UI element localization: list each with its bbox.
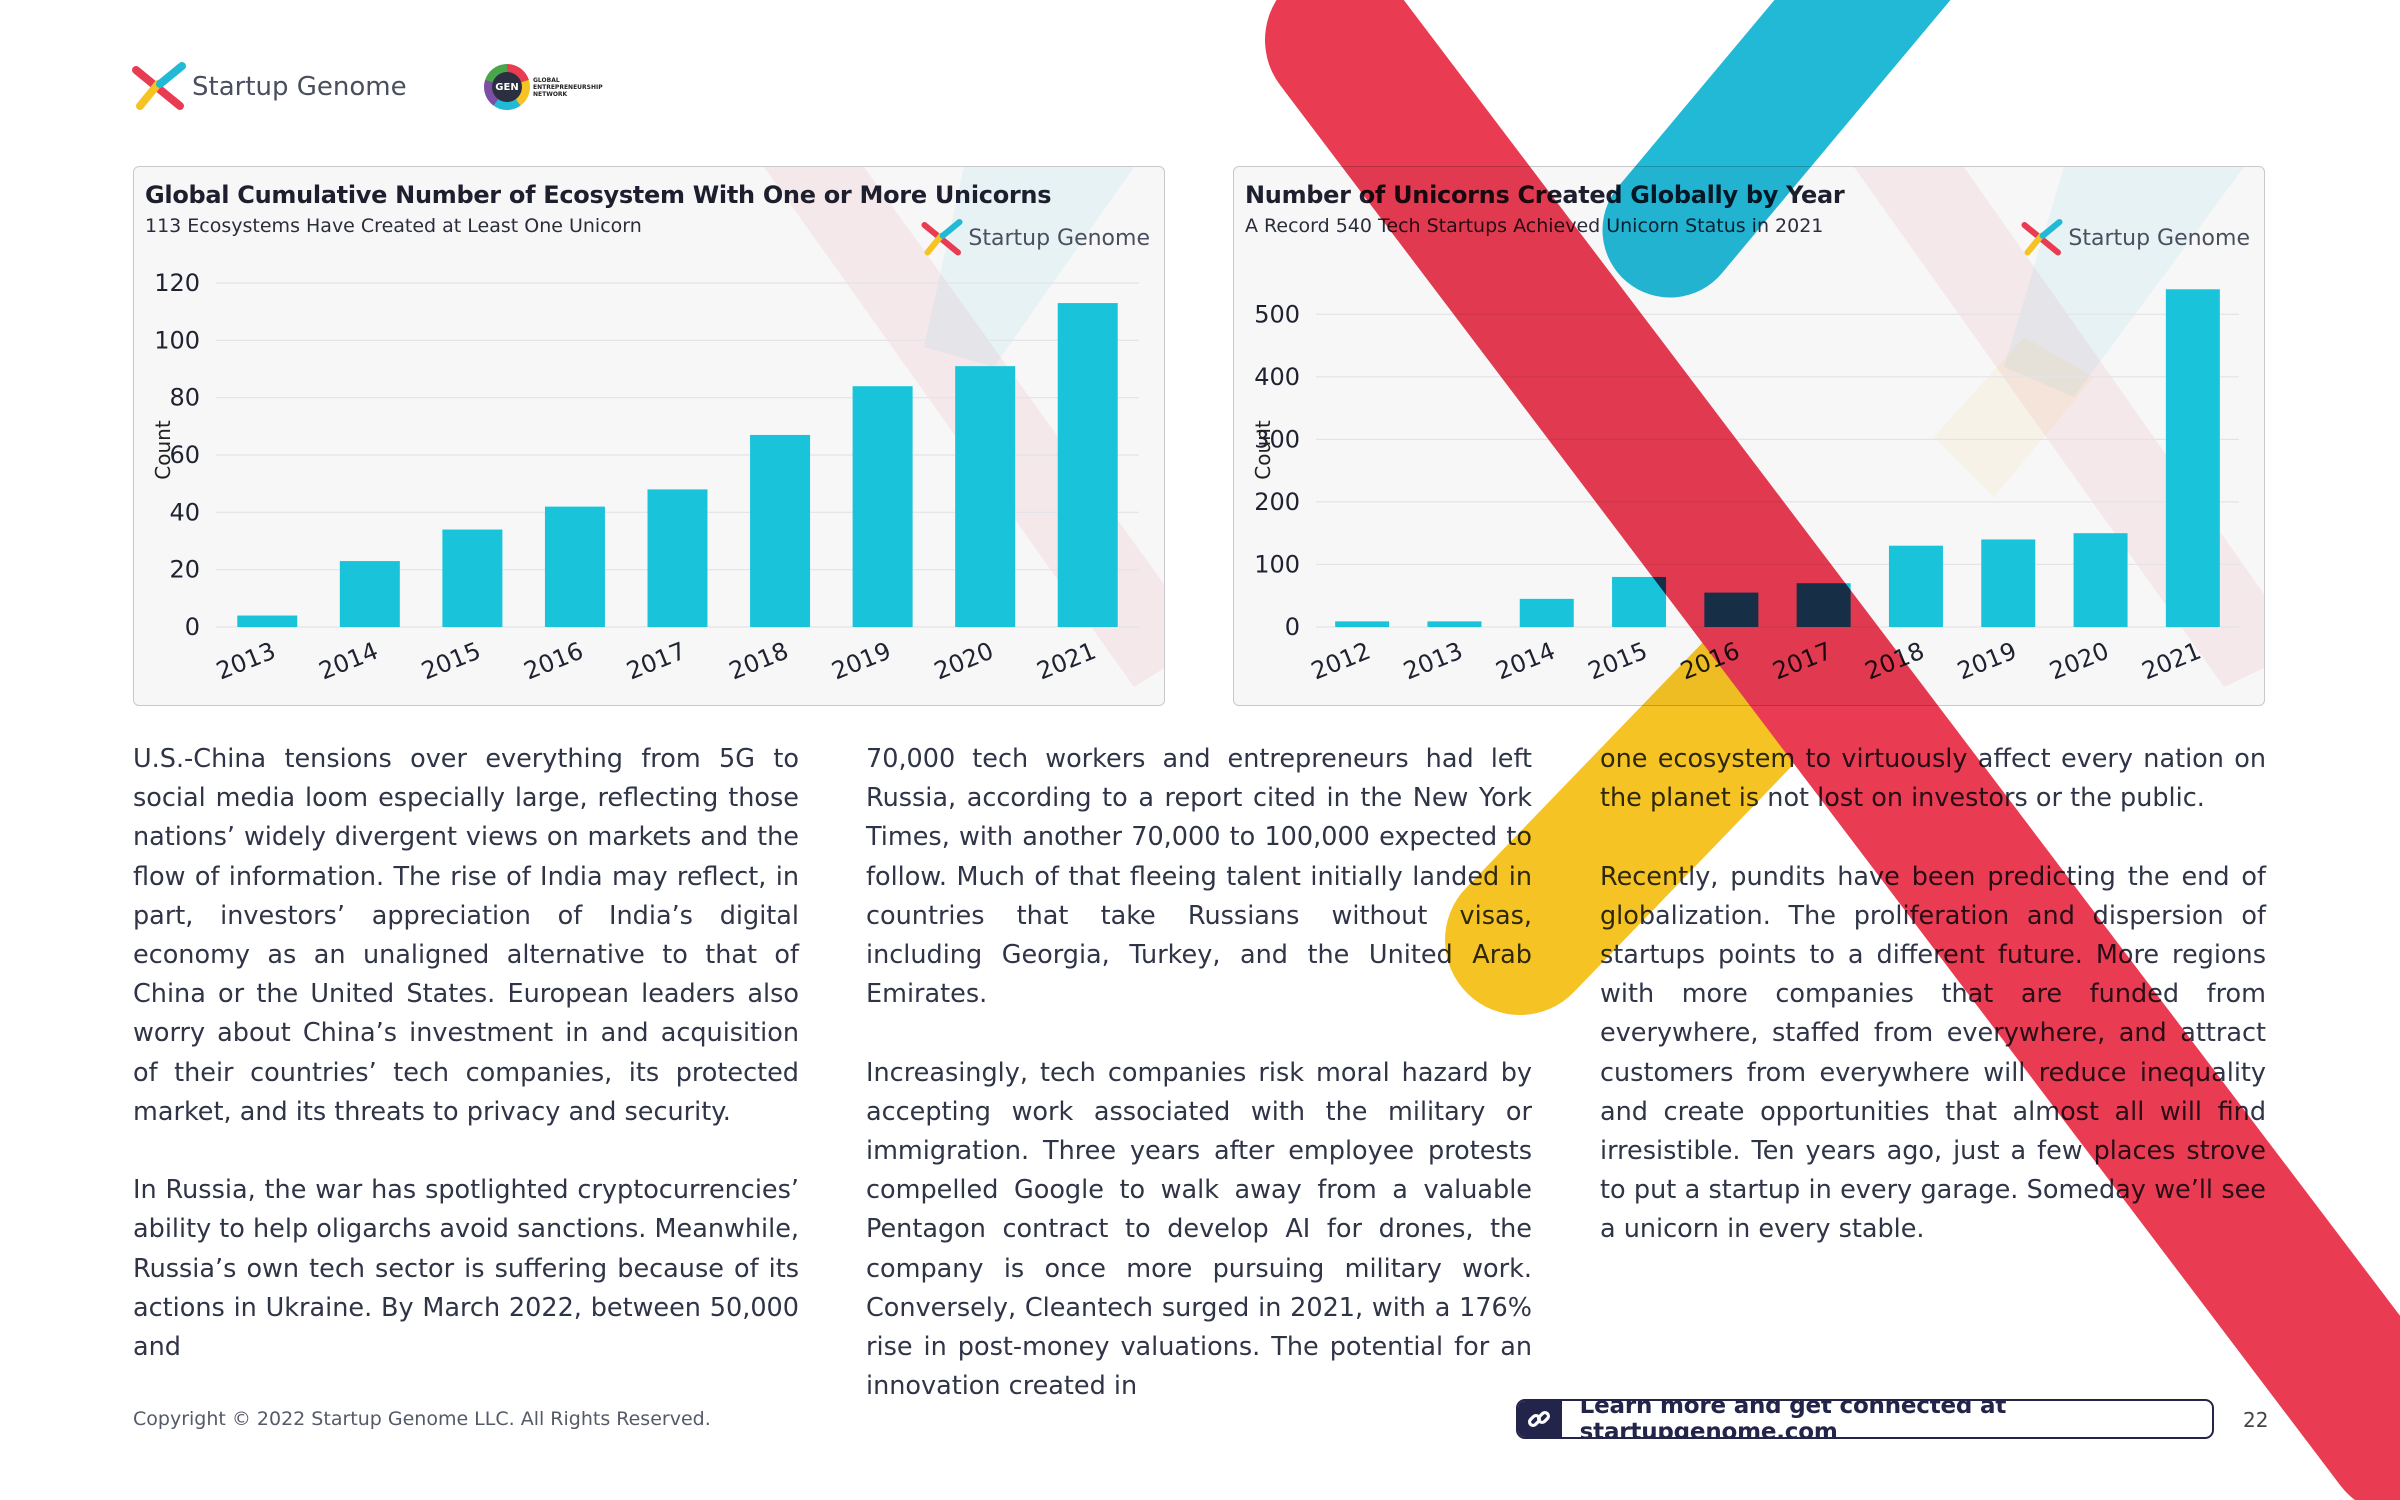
bar-2015: [1612, 576, 1667, 627]
paragraph: Recently, pundits have been predicting t…: [1600, 861, 2266, 1245]
sg-x-mark-icon: [132, 62, 186, 110]
x-tick-label: 2014: [315, 637, 382, 686]
bar-2018: [1888, 545, 1943, 627]
paragraph: 70,000 tech workers and entrepreneurs ha…: [866, 744, 1532, 1010]
y-tick-label: 40: [169, 498, 200, 526]
x-tick-label: 2016: [520, 637, 587, 686]
y-tick-label: 500: [1254, 300, 1300, 328]
chart-subtitle: A Record 540 Tech Startups Achieved Unic…: [1245, 215, 1824, 237]
startup-genome-logo: Startup Genome: [130, 62, 407, 112]
x-tick-label: 2013: [1400, 637, 1467, 686]
sg-x-mark-icon: [2021, 219, 2063, 256]
bar-2015: [442, 529, 503, 627]
sg-x-mark-icon: [921, 219, 963, 256]
page-number: 22: [2243, 1408, 2269, 1432]
x-tick-label: 2013: [212, 637, 279, 686]
x-tick-label: 2019: [1953, 637, 2020, 686]
gen-mark: GEN: [492, 72, 522, 102]
chart-cumulative-ecosystems: 0 20 40 60 80 100 120 2013 2014 2015 2016 2017 2018 2…: [151, 167, 1164, 687]
x-tick-label: 2021: [1033, 637, 1100, 686]
chart-title: Global Cumulative Number of Ecosystem Wi…: [145, 181, 1052, 209]
bar-2013: [237, 615, 298, 627]
x-tick-label: 2019: [828, 637, 895, 686]
bar-2021: [1057, 303, 1118, 627]
bar-2016: [1704, 592, 1759, 627]
y-tick-label: 400: [1254, 363, 1300, 391]
x-tick-label: 2014: [1492, 637, 1559, 686]
x-tick-label: 2020: [930, 637, 997, 686]
x-tick-label: 2017: [623, 637, 690, 686]
chart-brand-name: Startup Genome: [968, 225, 1150, 251]
x-tick-label: 2016: [1676, 637, 1743, 686]
gen-circle-icon: GEN: [484, 64, 530, 110]
x-tick-label: 2018: [725, 637, 792, 686]
bar-2014: [339, 561, 400, 627]
chart-brand-name: Startup Genome: [2068, 225, 2250, 251]
learn-more-text: Learn more and get connected at startupg…: [1579, 1399, 2007, 1439]
bar-2021: [2165, 289, 2220, 627]
y-tick-label: 0: [1285, 613, 1300, 641]
chart-card-cumulative-ecosystems: 0 20 40 60 80 100 120 2013 2014 2015 2016 2017 2018 2…: [133, 166, 1165, 706]
chart-title: Number of Unicorns Created Globally by Y…: [1245, 181, 1845, 209]
paragraph: Increasingly, tech companies risk moral …: [866, 1057, 1532, 1402]
bar-2020: [955, 366, 1016, 627]
paragraph: In Russia, the war has spotlighted crypt…: [133, 1175, 799, 1363]
body-column-3: one ecosystem to virtuously affect every…: [1600, 740, 2266, 1289]
y-axis-label: Count: [151, 420, 175, 480]
bar-2013: [1427, 621, 1482, 627]
bar-2018: [750, 434, 811, 627]
y-tick-label: 60: [169, 441, 200, 469]
y-tick-label: 80: [169, 384, 200, 412]
body-column-1: U.S.-China tensions over everything from…: [133, 740, 799, 1406]
bar-2019: [1981, 539, 2036, 627]
paragraph: one ecosystem to virtuously affect every…: [1600, 744, 2266, 814]
x-tick-label: 2021: [2138, 637, 2205, 686]
y-tick-label: 100: [154, 326, 200, 354]
chart-brand-logo: Startup Genome: [919, 219, 1150, 257]
learn-more-link[interactable]: Learn more and get connected at startupg…: [1516, 1399, 2214, 1439]
y-tick-label: 120: [154, 269, 200, 297]
copyright-text: Copyright © 2022 Startup Genome LLC. All…: [133, 1408, 711, 1430]
bar-2019: [852, 386, 913, 627]
chart-subtitle: 113 Ecosystems Have Created at Least One…: [145, 215, 642, 237]
bar-2016: [544, 506, 605, 627]
y-tick-label: 0: [185, 613, 200, 641]
y-tick-label: 200: [1254, 488, 1300, 516]
gen-logo: GEN GLOBAL ENTREPRENEURSHIP NETWORK: [484, 64, 613, 110]
brand-name: Startup Genome: [192, 72, 407, 102]
bar-2012: [1335, 621, 1390, 627]
y-tick-label: 100: [1254, 550, 1300, 578]
bar-2017: [647, 489, 708, 627]
card-watermark-cyan: [924, 167, 1134, 367]
x-tick-label: 2020: [2046, 637, 2113, 686]
link-icon: [1518, 1401, 1562, 1437]
chart-card-unicorns-by-year: 0 100 200 300 400 500 2012 2013 2014 2015 2016 2017…: [1233, 166, 2265, 706]
bar-2020: [2073, 533, 2128, 627]
bar-2017: [1796, 583, 1851, 627]
body-column-2: 70,000 tech workers and entrepreneurs ha…: [866, 740, 1532, 1446]
y-tick-label: 20: [169, 556, 200, 584]
chart-brand-logo: Startup Genome: [2019, 219, 2250, 257]
y-axis-label: Count: [1251, 420, 1275, 480]
x-tick-label: 2018: [1861, 637, 1928, 686]
x-tick-label: 2012: [1307, 637, 1374, 686]
paragraph: U.S.-China tensions over everything from…: [133, 744, 799, 1127]
x-tick-label: 2015: [1584, 637, 1651, 686]
x-tick-label: 2015: [418, 637, 485, 686]
gen-logo-text: GLOBAL ENTREPRENEURSHIP NETWORK: [533, 76, 603, 98]
bar-2014: [1519, 598, 1574, 627]
x-tick-label: 2017: [1769, 637, 1836, 686]
